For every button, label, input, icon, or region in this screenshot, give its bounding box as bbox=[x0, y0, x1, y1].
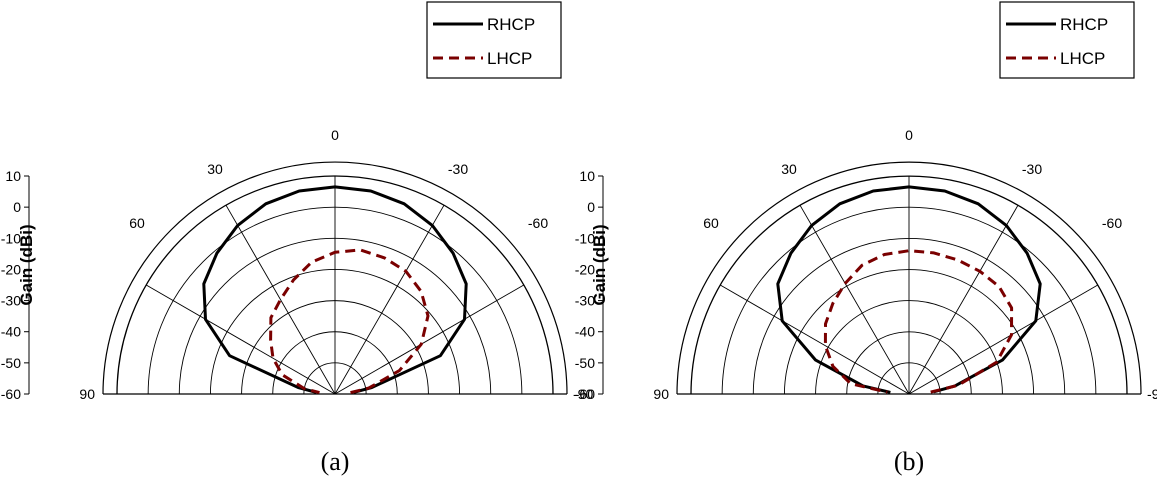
angle-tick-label: -60 bbox=[1102, 215, 1122, 231]
series-line-lhcp bbox=[823, 249, 1014, 394]
r-tick-label: -50 bbox=[575, 355, 595, 371]
radial-gridline bbox=[334, 284, 525, 395]
angle-tick-label: -90 bbox=[573, 386, 593, 402]
panel-caption: (a) bbox=[321, 447, 350, 476]
series-line-rhcp bbox=[776, 185, 1042, 394]
r-tick-label: -50 bbox=[1, 355, 21, 371]
legend-label-lhcp: LHCP bbox=[1060, 49, 1105, 68]
legend: RHCP LHCP bbox=[426, 1, 562, 79]
angle-tick-label: -60 bbox=[528, 215, 548, 231]
radial-gridline bbox=[799, 204, 910, 395]
chart-panel-a: 10 0 -10 -20 -30 -40 -50 -60 Gain (dBi) 0 30 -30 60 -… bbox=[1, 1, 593, 476]
r-tick-label: -60 bbox=[575, 386, 595, 402]
angle-tick-label: 90 bbox=[653, 386, 669, 402]
legend-box bbox=[426, 1, 562, 79]
r-tick-label: -10 bbox=[1, 230, 21, 246]
radial-gridline bbox=[225, 204, 336, 395]
legend: RHCP LHCP bbox=[999, 1, 1135, 79]
angle-tick-label: -30 bbox=[448, 161, 468, 177]
legend-box bbox=[999, 1, 1135, 79]
r-tick-label: 0 bbox=[587, 199, 595, 215]
angle-tick-label: 90 bbox=[79, 386, 95, 402]
angle-tick-label: -30 bbox=[1022, 161, 1042, 177]
r-tick-label: -10 bbox=[575, 230, 595, 246]
angle-tick-label: -90 bbox=[1147, 386, 1157, 402]
frame-arc bbox=[102, 161, 568, 395]
r-tick-label: -20 bbox=[1, 261, 21, 277]
radial-gridline bbox=[145, 284, 336, 395]
series-line-rhcp bbox=[202, 185, 468, 394]
radial-gridline bbox=[908, 204, 1019, 395]
radial-gridline bbox=[908, 284, 1099, 395]
r-tick-label: -60 bbox=[1, 386, 21, 402]
r-tick-label: -40 bbox=[1, 324, 21, 340]
angle-tick-label: 30 bbox=[207, 161, 223, 177]
r-tick-label: 0 bbox=[13, 199, 21, 215]
r-tick-label: -30 bbox=[1, 293, 21, 309]
legend-label-rhcp: RHCP bbox=[1060, 15, 1108, 34]
radial-gridline bbox=[334, 204, 445, 395]
legend-label-lhcp: LHCP bbox=[487, 49, 532, 68]
y-axis-label: Gain (dBi) bbox=[17, 224, 36, 305]
y-axis-label: Gain (dBi) bbox=[590, 224, 609, 305]
r-tick-label: -20 bbox=[575, 261, 595, 277]
angle-tick-label: 0 bbox=[905, 127, 913, 143]
r-tick-label: 10 bbox=[5, 168, 21, 184]
chart-panel-b: 10 0 -10 -20 -30 -40 -50 -60 Gain (dBi) 0 30 -30 60 -… bbox=[575, 1, 1157, 476]
panel-caption: (b) bbox=[894, 447, 924, 476]
r-tick-label: -40 bbox=[575, 324, 595, 340]
angle-tick-label: 60 bbox=[703, 215, 719, 231]
radial-gridline bbox=[719, 284, 910, 395]
frame-arc bbox=[676, 161, 1142, 395]
series-line-lhcp bbox=[269, 248, 430, 395]
r-tick-label: -30 bbox=[575, 293, 595, 309]
angle-tick-label: 30 bbox=[781, 161, 797, 177]
r-tick-label: 10 bbox=[579, 168, 595, 184]
angle-tick-label: 60 bbox=[129, 215, 145, 231]
angle-tick-label: 0 bbox=[331, 127, 339, 143]
legend-label-rhcp: RHCP bbox=[487, 15, 535, 34]
